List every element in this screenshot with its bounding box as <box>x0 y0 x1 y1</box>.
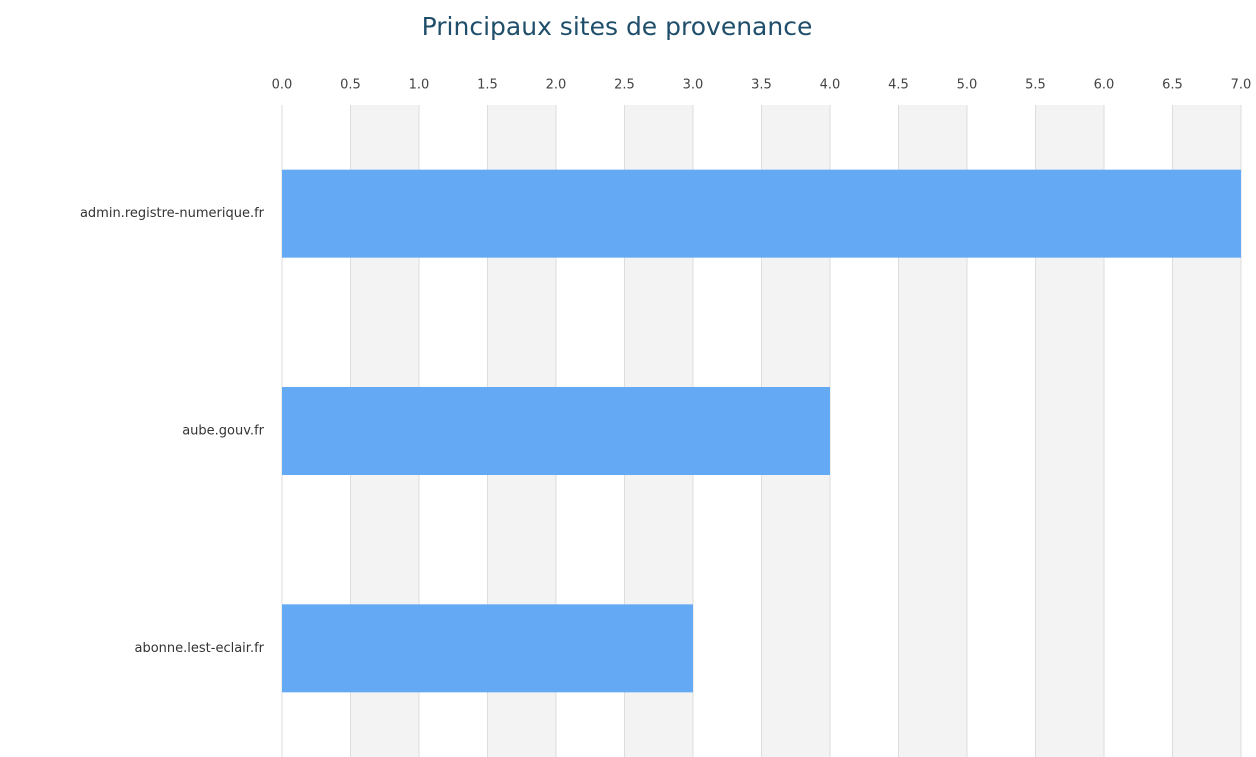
x-tick-label: 7.0 <box>1231 78 1252 93</box>
x-tick-label: 0.0 <box>272 78 293 93</box>
y-tick-label: admin.registre-numerique.fr <box>80 206 265 221</box>
x-tick-label: 0.5 <box>340 78 361 93</box>
x-tick-label: 2.0 <box>546 78 567 93</box>
x-tick-label: 5.0 <box>957 78 978 93</box>
x-tick-label: 4.0 <box>820 78 841 93</box>
x-tick-label: 5.5 <box>1025 78 1046 93</box>
x-tick-label: 6.0 <box>1094 78 1115 93</box>
x-tick-label: 1.0 <box>409 78 430 93</box>
bar <box>282 604 693 693</box>
x-tick-label: 1.5 <box>477 78 498 93</box>
y-tick-label: abonne.lest-eclair.fr <box>135 641 265 656</box>
x-tick-label: 4.5 <box>888 78 909 93</box>
bar <box>282 169 1241 258</box>
x-tick-label: 6.5 <box>1162 78 1183 93</box>
x-tick-label: 2.5 <box>614 78 635 93</box>
y-tick-label: aube.gouv.fr <box>182 424 264 439</box>
x-tick-label: 3.0 <box>683 78 704 93</box>
bar <box>282 387 830 475</box>
x-tick-label: 3.5 <box>751 78 772 93</box>
chart-title: Principaux sites de provenance <box>422 12 813 41</box>
